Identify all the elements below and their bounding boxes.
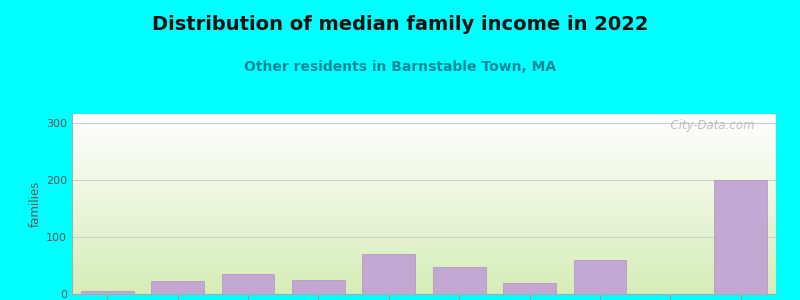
Bar bbox=[714, 180, 767, 294]
Y-axis label: families: families bbox=[29, 181, 42, 227]
Bar bbox=[574, 260, 626, 294]
Bar bbox=[81, 291, 134, 294]
Bar bbox=[151, 281, 204, 294]
Text: City-Data.com: City-Data.com bbox=[663, 119, 755, 132]
Text: Distribution of median family income in 2022: Distribution of median family income in … bbox=[152, 15, 648, 34]
Bar bbox=[222, 274, 274, 294]
Text: Other residents in Barnstable Town, MA: Other residents in Barnstable Town, MA bbox=[244, 60, 556, 74]
Bar bbox=[503, 283, 556, 294]
Bar bbox=[362, 254, 415, 294]
Bar bbox=[292, 280, 345, 294]
Bar bbox=[433, 267, 486, 294]
